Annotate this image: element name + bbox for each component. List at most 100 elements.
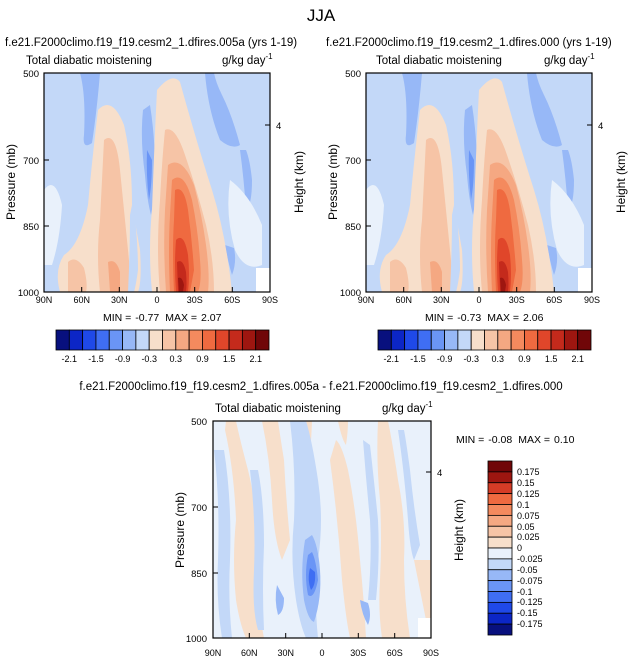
panel-2-cbar-label: 2.1 [571,354,584,364]
colorbar-box [108,329,123,351]
colorbar-box [255,329,270,351]
panel-1-cbar-label: -0.9 [115,354,131,364]
panel-2: f.e21.F2000climo.f19_f19.cesm2_1.dfires.… [326,37,628,364]
colorbar-box [241,329,257,351]
panel-1-xtick-label: 30N [111,295,128,305]
colorbar-box [487,482,513,495]
panel-3-xtick-label: 90S [423,648,439,658]
panel-1-y2label: Height (km) [292,151,306,213]
panel-1-ylabel: Pressure (mb) [4,144,18,220]
panel-3-cbar-label: 0.025 [517,532,540,542]
colorbar-box [162,329,177,351]
colorbar-box [487,514,513,527]
panel-3-ytick-label: 500 [191,417,207,428]
panel-1-ytick-label: 700 [23,156,39,167]
panel-1-xtick-label: 60N [73,295,90,305]
colorbar-box [497,329,512,351]
colorbar-box [487,525,513,538]
panel-1-cbar-label: -2.1 [62,354,78,364]
panel-2-xtick-label: 30N [433,295,450,305]
colorbar-box [487,623,513,636]
panel-2-ytick-label: 1000 [340,288,361,299]
colorbar-box [215,329,230,351]
colorbar-box [377,329,392,351]
panel-2-cbar-label: -2.1 [384,354,400,364]
panel-2-colorbar-labels: -2.1 -1.5 -0.9 -0.3 0.3 0.9 1.5 2.1 [384,354,584,364]
colorbar-box [202,329,217,351]
panel-3-colorbar: 0.175 0.15 0.125 0.1 0.075 0.05 0.025 0 … [487,460,543,636]
panel-2-y2label: Height (km) [614,151,628,213]
panel-3-cbar-label: -0.15 [517,608,538,618]
panel-3-title: f.e21.F2000climo.f19_f19.cesm2_1.dfires.… [79,381,562,393]
panel-3-units: g/kg day-1 [382,400,433,415]
colorbar-box [122,329,137,351]
panel-2-xtick-label: 30S [509,295,525,305]
panel-3-y2: 4 Height (km) [426,468,466,561]
colorbar-box [487,569,513,582]
colorbar-box [82,329,97,351]
colorbar-box [487,471,513,484]
panel-1-xtick-label: 30S [187,295,203,305]
panel-1-xtick-label: 90S [262,295,278,305]
colorbar-box [487,591,513,603]
colorbar-box [68,329,84,351]
panel-3-y2label: Height (km) [452,499,466,561]
panel-3-yticks: 500 700 850 1000 [186,417,218,645]
panel-3-xtick-label: 60N [241,648,258,658]
panel-1-ytick-label: 850 [23,222,39,233]
panel-2-cbar-label: -0.3 [463,354,479,364]
colorbar-box [148,329,163,351]
colorbar-box [487,460,513,473]
panel-3-cbar-label: 0.15 [517,478,535,488]
panel-2-ytick-label: 850 [345,222,361,233]
panel-2-xtick-label: 60N [395,295,412,305]
panel-1-colorbar-boxes [55,329,270,351]
panel-2-cbar-label: -1.5 [410,354,426,364]
panel-2-colorbar-boxes [377,329,592,351]
panel-1: f.e21.F2000climo.f19_f19.cesm2_1.dfires.… [4,37,306,364]
colorbar-box [487,493,513,505]
panel-3-cbar-label: -0.175 [517,619,543,629]
colorbar-box [404,329,419,351]
panel-2-stats: MIN = -0.73 MAX = 2.06 [425,312,544,324]
panel-3-left-label: Total diabatic moistening [215,403,341,415]
colorbar-box [470,329,485,351]
panel-1-plot [43,72,271,293]
panel-3-cbar-label: 0 [517,543,522,553]
panel-3-cbar-label: 0.05 [517,522,535,532]
panel-2-plot [365,72,593,293]
figure-title: JJA [307,6,336,25]
panel-1-yticks: 500 700 850 1000 [18,69,49,299]
panel-2-cbar-label: 0.9 [518,354,531,364]
panel-2-cbar-label: 0.3 [492,354,505,364]
panel-2-ytick-label: 500 [345,69,361,80]
colorbar-box [390,329,406,351]
panel-3: f.e21.F2000climo.f19_f19.cesm2_1.dfires.… [79,381,574,658]
colorbar-box [430,329,445,351]
panel-1-xticks: 90N 60N 30N 0 30S 60S 90S [36,287,278,305]
colorbar-box [457,329,472,351]
panel-3-ytick-label: 700 [191,503,207,514]
panel-3-ytick-label: 850 [191,569,207,580]
panel-2-xtick-label: 90N [358,295,375,305]
panel-1-units: g/kg day-1 [222,52,273,67]
panel-2-xtick-label: 0 [476,295,481,305]
panel-3-colorbar-boxes [487,460,513,636]
panel-3-ytick-label: 1000 [186,634,207,645]
colorbar-box [524,329,539,351]
panel-3-xtick-label: 30N [277,648,294,658]
colorbar-box [537,329,552,351]
panel-1-xtick-label: 90N [36,295,53,305]
colorbar-box [188,329,203,351]
panel-2-ytick-label: 700 [345,156,361,167]
panel-3-cbar-label: -0.05 [517,565,538,575]
colorbar-box [563,329,579,351]
panel-1-xtick-label: 0 [154,295,159,305]
panel-1-colorbar: -2.1 -1.5 -0.9 -0.3 0.3 0.9 1.5 2.1 [55,329,270,364]
panel-2-xtick-label: 90S [584,295,600,305]
panel-2-left-label: Total diabatic moistening [376,55,502,67]
panel-1-cbar-label: -1.5 [88,354,104,364]
colorbar-box [135,329,150,351]
panel-2-yticks: 500 700 850 1000 [340,69,371,299]
